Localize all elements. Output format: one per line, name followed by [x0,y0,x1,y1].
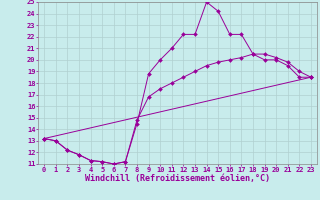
X-axis label: Windchill (Refroidissement éolien,°C): Windchill (Refroidissement éolien,°C) [85,174,270,183]
